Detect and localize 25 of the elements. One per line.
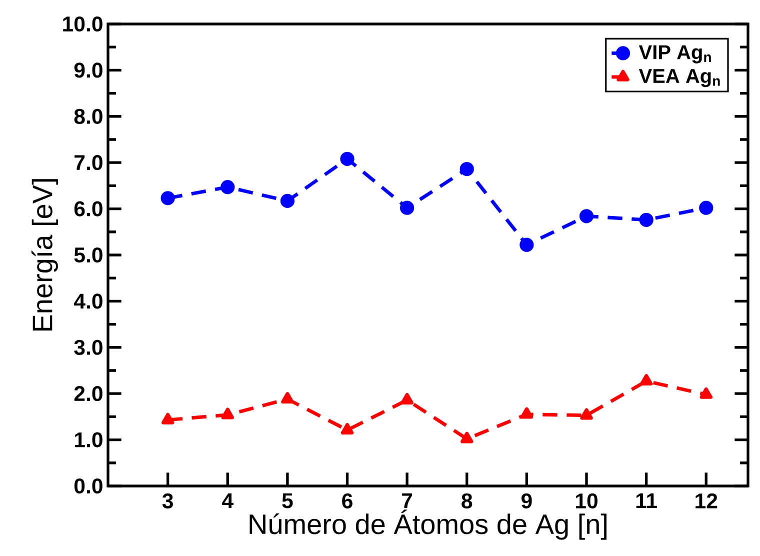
x-tick-label: 6 — [342, 493, 352, 508]
x-tick-label: 12 — [696, 493, 718, 508]
y-tick-label: 1.0 — [74, 432, 102, 448]
x-tick-label: 10 — [576, 493, 598, 508]
x-tick-label: 5 — [282, 493, 293, 508]
y-tick-label: 2.0 — [74, 386, 102, 402]
y-tick-label: 9.0 — [74, 62, 102, 78]
y-tick-label: 7.0 — [74, 155, 102, 170]
y-tick-label: 8.0 — [74, 108, 102, 124]
x-axis-title: Número de Átomos de Ag [n] — [250, 510, 606, 540]
y-tick-label: 10.0 — [63, 16, 102, 32]
y-tick-label: 3.0 — [74, 340, 102, 355]
x-tick-label: 8 — [462, 493, 472, 508]
legend-label: VEA Ag$_{n}$ — [638, 69, 720, 88]
y-tick-label: 6.0 — [74, 201, 102, 216]
x-tick-label: 4 — [222, 493, 234, 508]
x-tick-label: 3 — [162, 493, 173, 508]
x-tick-label: 9 — [521, 493, 532, 508]
x-tick-label: 11 — [636, 493, 657, 508]
y-tick-label: 5.0 — [74, 247, 102, 263]
x-tick-label: 7 — [402, 493, 412, 508]
legend-label: VIP Ag$_{n}$ — [638, 45, 711, 64]
y-tick-label: 0.0 — [74, 478, 102, 494]
y-axis-title: Energía [eV] — [32, 179, 58, 331]
y-tick-label: 4.0 — [74, 294, 102, 309]
